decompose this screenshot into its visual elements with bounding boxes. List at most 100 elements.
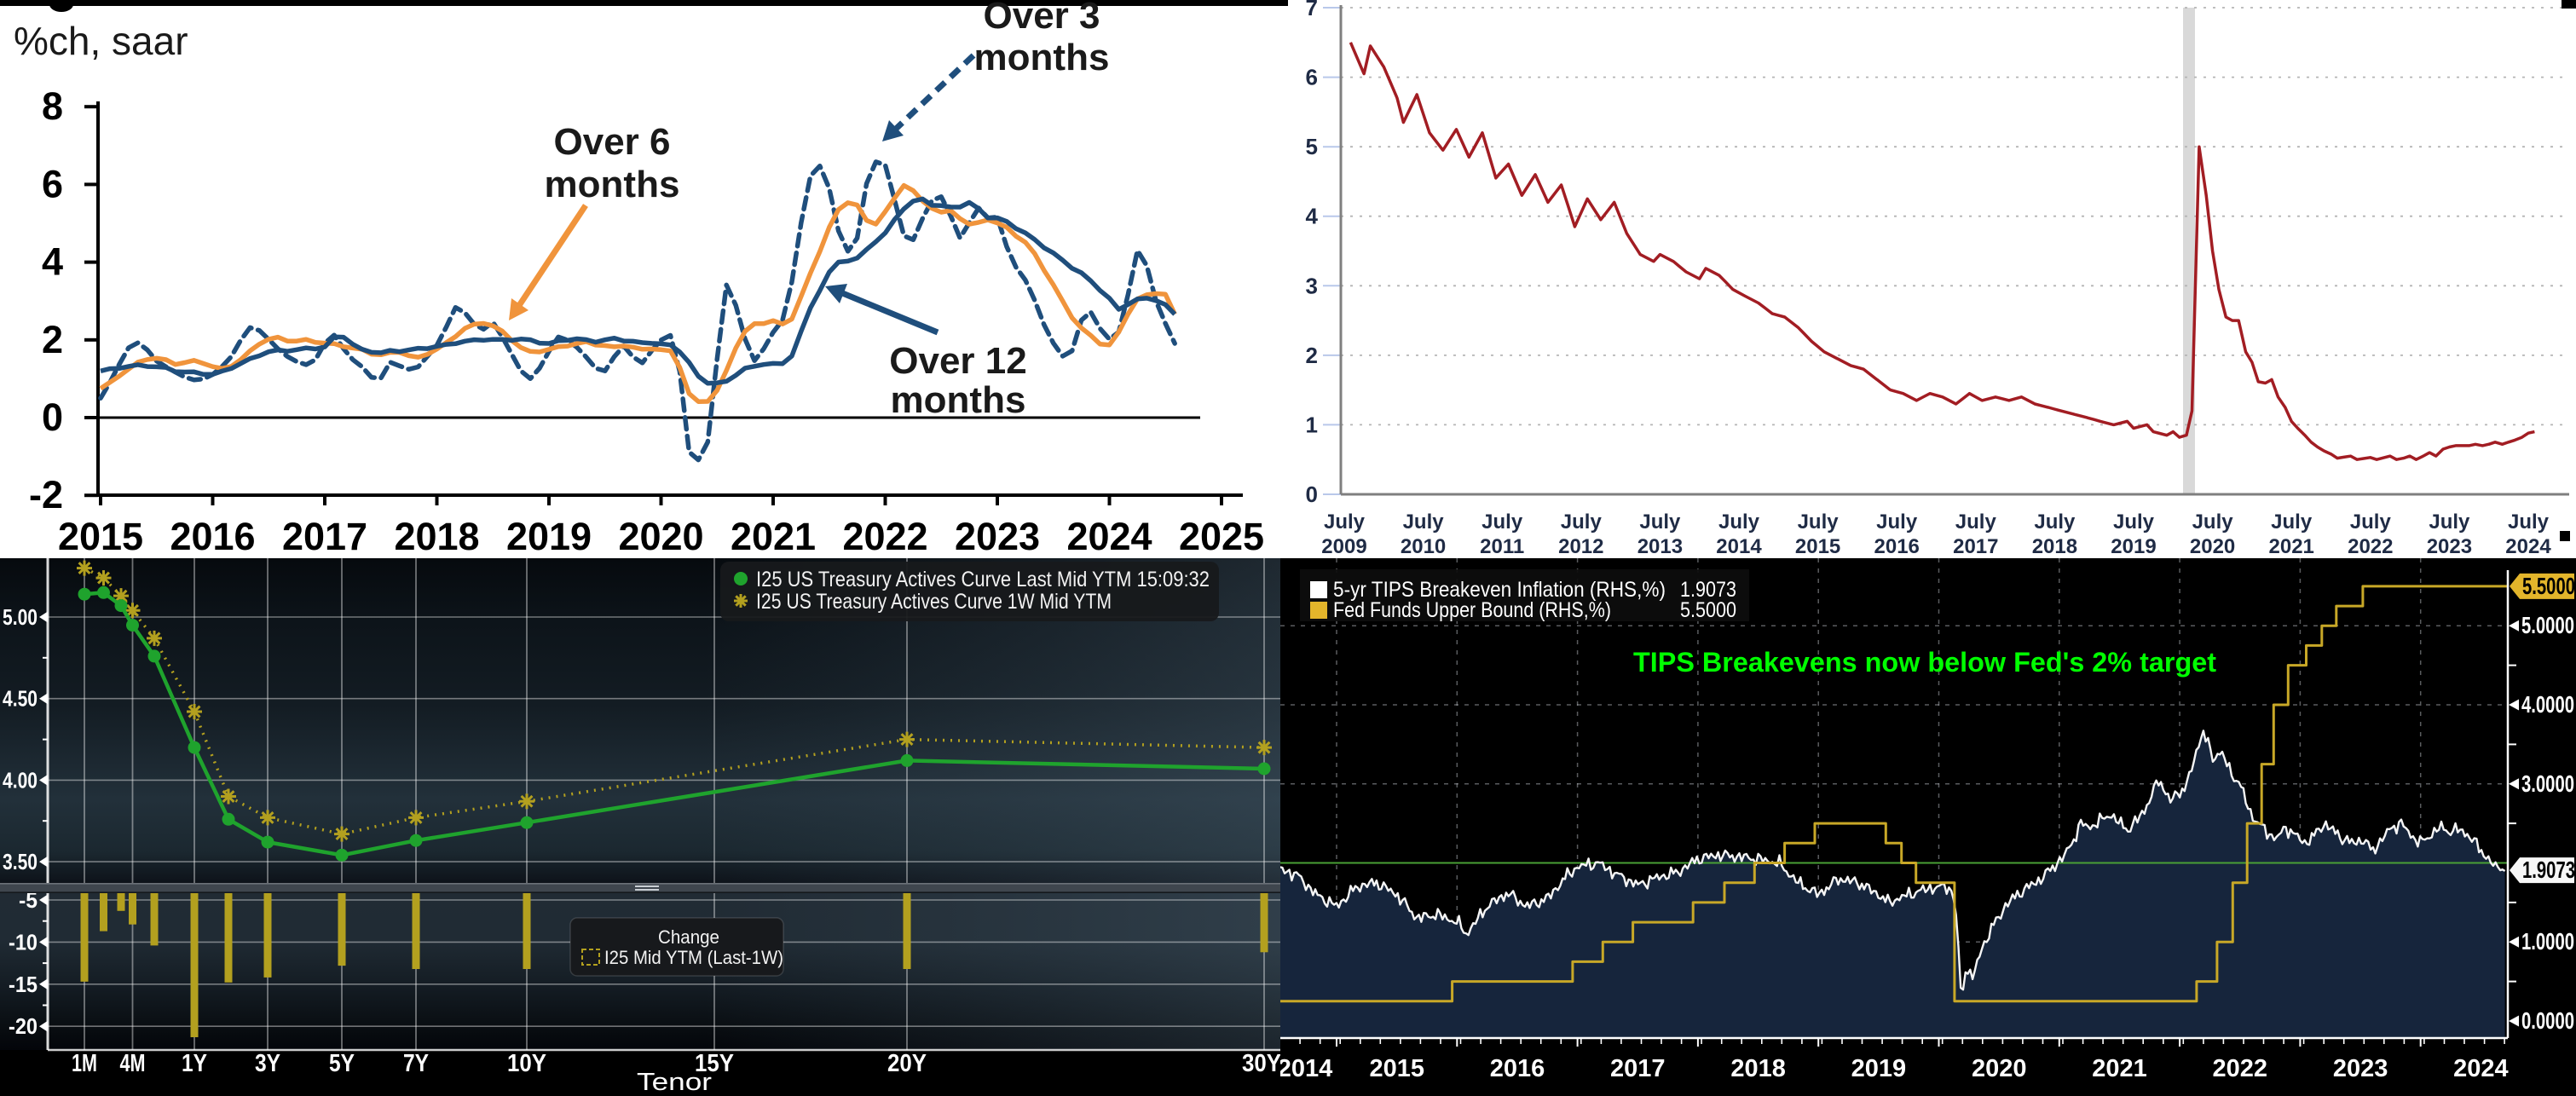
svg-text:July: July bbox=[1324, 511, 1366, 534]
svg-text:20Y: 20Y bbox=[887, 1050, 927, 1077]
svg-text:4.0000: 4.0000 bbox=[2521, 691, 2574, 718]
svg-text:4M: 4M bbox=[120, 1050, 146, 1077]
svg-text:2015: 2015 bbox=[58, 515, 143, 558]
svg-text:July: July bbox=[2271, 511, 2313, 534]
svg-text:5.5000: 5.5000 bbox=[2522, 573, 2575, 599]
svg-text:2017: 2017 bbox=[1953, 535, 1998, 558]
svg-text:0: 0 bbox=[1306, 482, 1318, 507]
svg-text:2023: 2023 bbox=[955, 515, 1040, 558]
svg-text:Over 3: Over 3 bbox=[984, 0, 1100, 37]
svg-text:2020: 2020 bbox=[2190, 535, 2235, 558]
svg-text:2016: 2016 bbox=[1490, 1055, 1545, 1082]
svg-text:5-yr TIPS Breakeven Inflation: 5-yr TIPS Breakeven Inflation (RHS,%) bbox=[1333, 578, 1666, 602]
svg-text:4: 4 bbox=[42, 240, 63, 284]
svg-text:6: 6 bbox=[42, 162, 63, 205]
svg-text:3Y: 3Y bbox=[255, 1050, 280, 1077]
svg-text:0: 0 bbox=[42, 395, 63, 439]
svg-text:5.0000: 5.0000 bbox=[2521, 612, 2574, 638]
svg-text:8: 8 bbox=[42, 84, 63, 128]
svg-text:4.00: 4.00 bbox=[3, 767, 38, 793]
svg-text:2: 2 bbox=[42, 318, 63, 361]
svg-text:3.50: 3.50 bbox=[3, 849, 38, 874]
svg-text:2013: 2013 bbox=[1637, 535, 1683, 558]
svg-text:2021: 2021 bbox=[2269, 535, 2314, 558]
svg-text:Tenor: Tenor bbox=[637, 1069, 712, 1096]
svg-text:July: July bbox=[1481, 511, 1523, 534]
svg-text:15Y: 15Y bbox=[695, 1050, 734, 1077]
svg-text:I25 US Treasury Actives Curve: I25 US Treasury Actives Curve Last Mid Y… bbox=[756, 568, 1210, 591]
svg-text:30Y: 30Y bbox=[1242, 1050, 1280, 1077]
svg-text:Over 6: Over 6 bbox=[554, 121, 671, 163]
svg-text:2024: 2024 bbox=[2505, 535, 2551, 558]
svg-text:1M: 1M bbox=[72, 1050, 97, 1077]
svg-text:2018: 2018 bbox=[1730, 1055, 1786, 1082]
svg-text:months: months bbox=[974, 37, 1110, 78]
svg-text:July: July bbox=[2508, 511, 2550, 534]
svg-text:2023: 2023 bbox=[2427, 535, 2472, 558]
svg-text:6: 6 bbox=[1306, 65, 1318, 90]
svg-text:Over 12: Over 12 bbox=[889, 340, 1026, 382]
svg-text:0.0000: 0.0000 bbox=[2521, 1007, 2574, 1034]
svg-text:months: months bbox=[891, 379, 1026, 421]
svg-text:7Y: 7Y bbox=[403, 1050, 429, 1077]
svg-text:months: months bbox=[545, 164, 680, 205]
svg-text:1Y: 1Y bbox=[182, 1050, 207, 1077]
svg-text:2016: 2016 bbox=[170, 515, 255, 558]
svg-text:2014: 2014 bbox=[1280, 1055, 1332, 1082]
svg-text:-5: -5 bbox=[19, 887, 38, 913]
svg-text:2009: 2009 bbox=[1321, 535, 1366, 558]
svg-text:5Y: 5Y bbox=[329, 1050, 355, 1077]
svg-text:2017: 2017 bbox=[1610, 1055, 1666, 1082]
svg-text:2014: 2014 bbox=[1716, 535, 1762, 558]
svg-text:2021: 2021 bbox=[2092, 1055, 2147, 1082]
svg-text:%ch, saar: %ch, saar bbox=[14, 19, 188, 63]
svg-text:July: July bbox=[1718, 511, 1760, 534]
svg-text:2022: 2022 bbox=[2348, 535, 2393, 558]
svg-text:July: July bbox=[1876, 511, 1918, 534]
svg-text:July: July bbox=[1798, 511, 1840, 534]
svg-text:1: 1 bbox=[1306, 412, 1318, 437]
svg-text:2019: 2019 bbox=[2111, 535, 2156, 558]
svg-text:2023: 2023 bbox=[2333, 1055, 2388, 1082]
svg-text:July: July bbox=[2113, 511, 2155, 534]
svg-text:2016: 2016 bbox=[1874, 535, 1920, 558]
svg-text:1.9073: 1.9073 bbox=[1680, 578, 1736, 602]
svg-text:-2: -2 bbox=[29, 473, 63, 516]
svg-text:2015: 2015 bbox=[1369, 1055, 1424, 1082]
svg-text:2022: 2022 bbox=[842, 515, 927, 558]
svg-text:July: July bbox=[2034, 511, 2076, 534]
svg-text:July: July bbox=[1639, 511, 1681, 534]
svg-text:2010: 2010 bbox=[1401, 535, 1446, 558]
svg-text:TIPS Breakevens now below Fed': TIPS Breakevens now below Fed's 2% targe… bbox=[1633, 647, 2216, 678]
svg-text:2019: 2019 bbox=[1851, 1055, 1907, 1082]
svg-text:3.0000: 3.0000 bbox=[2521, 770, 2574, 797]
svg-text:5.00: 5.00 bbox=[3, 604, 38, 630]
svg-text:7: 7 bbox=[1306, 0, 1318, 20]
svg-text:2017: 2017 bbox=[282, 515, 367, 558]
svg-text:2024: 2024 bbox=[2453, 1055, 2509, 1082]
svg-text:July: July bbox=[1561, 511, 1603, 534]
svg-text:2020: 2020 bbox=[1972, 1055, 2027, 1082]
svg-text:July: July bbox=[1403, 511, 1445, 534]
svg-text:Fed Funds Upper Bound (RHS,%): Fed Funds Upper Bound (RHS,%) bbox=[1333, 598, 1611, 622]
svg-text:2021: 2021 bbox=[731, 515, 816, 558]
svg-text:4: 4 bbox=[1306, 204, 1319, 229]
svg-text:2: 2 bbox=[1306, 343, 1318, 368]
svg-text:-20: -20 bbox=[9, 1013, 38, 1039]
svg-text:-10: -10 bbox=[9, 929, 38, 955]
svg-text:5.5000: 5.5000 bbox=[1680, 598, 1736, 622]
svg-text:2018: 2018 bbox=[2032, 535, 2077, 558]
svg-text:3: 3 bbox=[1306, 273, 1318, 298]
svg-text:2015: 2015 bbox=[1795, 535, 1840, 558]
svg-text:I25 US Treasury Actives Curve: I25 US Treasury Actives Curve 1W Mid YTM bbox=[756, 590, 1112, 614]
svg-text:2019: 2019 bbox=[506, 515, 592, 558]
svg-text:-15: -15 bbox=[9, 972, 38, 997]
svg-text:2022: 2022 bbox=[2213, 1055, 2268, 1082]
svg-text:2020: 2020 bbox=[618, 515, 703, 558]
svg-text:July: July bbox=[1955, 511, 1997, 534]
svg-text:4.50: 4.50 bbox=[3, 686, 38, 712]
svg-text:2024: 2024 bbox=[1066, 515, 1152, 558]
svg-text:10Y: 10Y bbox=[507, 1050, 546, 1077]
svg-text:July: July bbox=[2350, 511, 2392, 534]
svg-text:2018: 2018 bbox=[394, 515, 479, 558]
